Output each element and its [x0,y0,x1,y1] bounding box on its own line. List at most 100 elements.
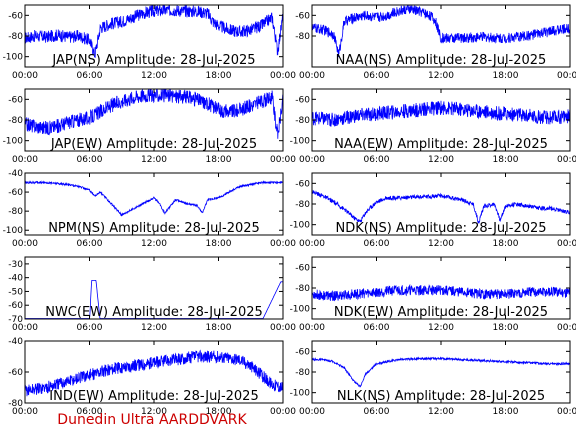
x-tick-label: 18:00 [493,323,519,333]
y-tick-label: -100 [290,137,311,147]
y-tick-label: -100 [3,226,24,236]
x-tick-label: 00:00 [270,407,296,417]
x-tick-label: 00:00 [12,239,38,249]
series-line [24,180,284,217]
y-tick-label: -60 [295,11,310,21]
panel-title: NLK(NS) Amplitude: 28-Jul-2025 [337,389,545,404]
x-tick-label: 00:00 [12,407,38,417]
panel-title: NPM(NS) Amplitude: 28-Jul-2025 [48,221,260,236]
x-tick-label: 00:00 [299,323,325,333]
y-tick-label: -30 [8,260,23,270]
series-line [24,4,284,58]
x-tick-label: 18:00 [206,239,232,249]
x-tick-label: 00:00 [12,155,38,165]
y-tick-label: -60 [8,95,23,105]
x-tick-label: 12:00 [428,323,454,333]
footer-label: Dunedin Ultra AARDDVARK [57,412,247,428]
panel-title: NDK(NS) Amplitude: 28-Jul-2025 [335,221,546,236]
x-tick-label: 12:00 [428,71,454,81]
y-tick-label: -80 [295,116,310,126]
x-tick-label: 00:00 [557,407,576,417]
x-tick-label: 06:00 [364,239,390,249]
y-tick-label: -80 [8,399,23,409]
x-tick-label: 06:00 [77,407,103,417]
x-tick-label: 12:00 [141,155,167,165]
x-tick-label: 18:00 [206,71,232,81]
y-tick-label: -60 [295,347,310,357]
panel-title: NAA(NS) Amplitude: 28-Jul-2025 [336,53,547,68]
x-tick-label: 00:00 [557,239,576,249]
y-tick-label: -100 [290,389,311,399]
y-tick-label: -80 [295,200,310,210]
panel-title: NAA(EW) Amplitude: 28-Jul-2025 [334,137,548,152]
x-tick-label: 18:00 [493,407,519,417]
panel-title: IND(EW) Amplitude: 28-Jul-2025 [49,389,258,404]
x-tick-label: 12:00 [141,239,167,249]
panel-title: JAP(EW) Amplitude: 28-Jul-2025 [50,137,257,152]
y-tick-label: -100 [3,53,24,63]
x-tick-label: 00:00 [557,323,576,333]
x-tick-label: 00:00 [12,71,38,81]
x-tick-label: 00:00 [557,71,576,81]
series-line [311,189,571,224]
y-tick-label: -80 [8,116,23,126]
x-tick-label: 06:00 [364,71,390,81]
x-tick-label: 00:00 [299,239,325,249]
x-tick-label: 18:00 [206,155,232,165]
y-tick-label: -70 [8,315,23,325]
x-tick-label: 18:00 [206,407,232,417]
y-tick-label: -60 [8,368,23,378]
x-tick-label: 12:00 [428,155,454,165]
y-tick-label: -40 [8,169,23,179]
x-tick-label: 12:00 [428,407,454,417]
x-tick-label: 06:00 [77,71,103,81]
x-tick-label: 00:00 [299,155,325,165]
x-tick-label: 12:00 [141,407,167,417]
panel-title: NDK(EW) Amplitude: 28-Jul-2025 [334,305,548,320]
x-tick-label: 06:00 [364,407,390,417]
x-tick-label: 12:00 [428,239,454,249]
x-tick-label: 06:00 [77,239,103,249]
x-tick-label: 00:00 [299,71,325,81]
series-line [311,283,571,302]
x-tick-label: 18:00 [493,239,519,249]
y-tick-label: -60 [295,263,310,273]
x-tick-label: 00:00 [270,323,296,333]
x-tick-label: 00:00 [270,239,296,249]
x-tick-label: 12:00 [141,323,167,333]
series-line [311,4,571,58]
y-tick-label: -100 [290,305,311,315]
y-tick-label: -100 [290,221,311,231]
series-line [24,88,284,139]
y-tick-label: -60 [8,188,23,198]
series-line [24,349,284,397]
x-tick-label: 06:00 [77,155,103,165]
x-tick-label: 00:00 [270,71,296,81]
y-tick-label: -40 [8,274,23,284]
y-tick-label: -80 [295,32,310,42]
x-tick-label: 00:00 [557,155,576,165]
x-tick-label: 06:00 [364,155,390,165]
x-tick-label: 06:00 [364,323,390,333]
y-tick-label: -60 [295,95,310,105]
y-tick-label: -60 [8,11,23,21]
y-tick-label: -60 [295,179,310,189]
x-tick-label: 00:00 [12,323,38,333]
y-tick-label: -50 [8,287,23,297]
y-tick-label: -100 [3,137,24,147]
x-tick-label: 00:00 [299,407,325,417]
x-tick-label: 00:00 [270,155,296,165]
y-tick-label: -40 [8,337,23,347]
y-tick-label: -80 [295,284,310,294]
x-tick-label: 18:00 [493,71,519,81]
y-tick-label: -80 [8,207,23,217]
series-line [311,356,571,388]
x-tick-label: 18:00 [493,155,519,165]
x-tick-label: 18:00 [206,323,232,333]
y-tick-label: -80 [8,32,23,42]
series-line [311,100,571,127]
y-tick-label: -80 [295,368,310,378]
x-tick-label: 06:00 [77,323,103,333]
panel-title: NWC(EW) Amplitude: 28-Jul-2025 [45,305,263,320]
y-tick-label: -60 [8,301,23,311]
